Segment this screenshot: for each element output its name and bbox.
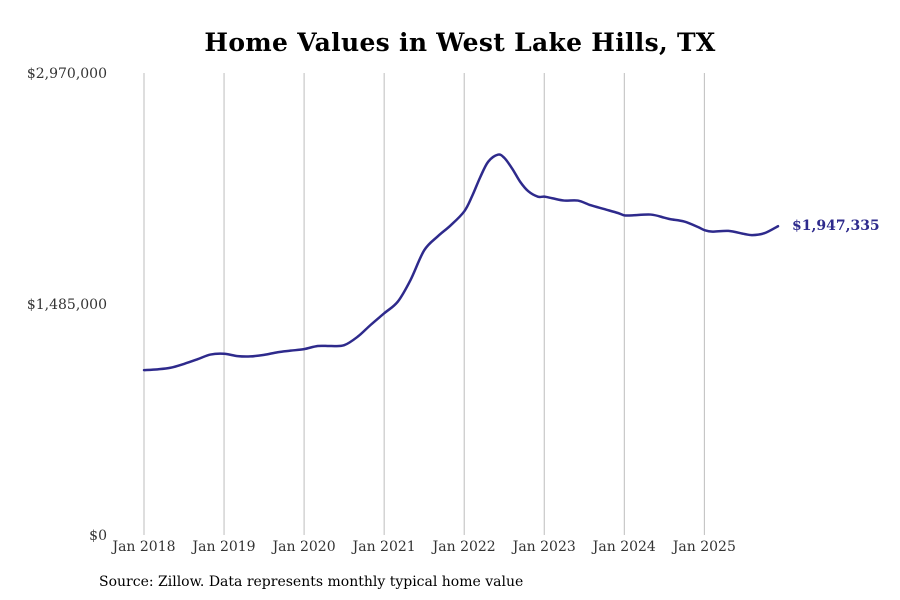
gridlines	[143, 73, 705, 535]
series-layer: $1,947,335	[142, 153, 880, 372]
end-value-label: $1,947,335	[792, 218, 880, 234]
x-tick-label: Jan 2019	[191, 539, 256, 555]
y-tick-label: $1,485,000	[27, 297, 107, 313]
x-tick-label: Jan 2021	[351, 539, 416, 555]
x-tick-label: Jan 2020	[271, 539, 336, 555]
x-tick-label: Jan 2024	[591, 539, 656, 555]
x-tick-label: Jan 2023	[511, 539, 576, 555]
y-axis-ticks: $0 $1,485,000 $2,970,000	[27, 66, 107, 544]
chart-title: Home Values in West Lake Hills, TX	[204, 28, 716, 57]
y-tick-label: $0	[89, 528, 107, 544]
x-tick-label: Jan 2018	[110, 539, 175, 555]
x-tick-label: Jan 2022	[431, 539, 496, 555]
series-line-home-value	[142, 153, 780, 372]
chart-source-note: Source: Zillow. Data represents monthly …	[99, 574, 524, 590]
x-axis-ticks: Jan 2018 Jan 2019 Jan 2020 Jan 2021 Jan 2022…	[110, 539, 735, 555]
x-tick-label: Jan 2025	[671, 539, 736, 555]
y-tick-label: $2,970,000	[27, 66, 107, 82]
